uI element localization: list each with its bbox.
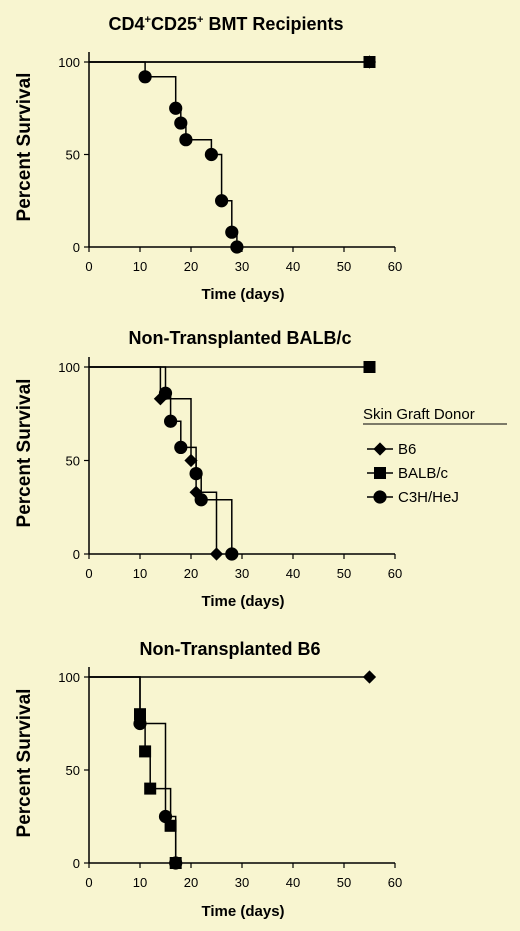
point-circle bbox=[174, 440, 188, 455]
legend-marker-circle bbox=[373, 490, 387, 504]
point-circle bbox=[169, 856, 183, 870]
series-line-circle bbox=[89, 676, 177, 863]
y-axis-label: Percent Survival bbox=[14, 73, 35, 222]
x-axis-label: Time (days) bbox=[201, 903, 284, 920]
x-tick-label: 20 bbox=[184, 875, 198, 890]
panel-title: CD4+CD25+ BMT Recipients bbox=[109, 14, 344, 34]
y-tick-label: 100 bbox=[58, 360, 80, 375]
point-diamond bbox=[209, 547, 224, 561]
survival-curves bbox=[89, 361, 376, 561]
point-square bbox=[144, 782, 157, 795]
y-tick-label: 100 bbox=[58, 670, 80, 685]
point-circle bbox=[133, 716, 147, 731]
point-square bbox=[363, 361, 376, 373]
point-square bbox=[139, 745, 152, 758]
x-tick-label: 60 bbox=[388, 875, 402, 890]
x-tick-label: 20 bbox=[184, 259, 198, 274]
y-tick-label: 100 bbox=[58, 55, 80, 70]
legend-label: BALB/c bbox=[398, 465, 449, 482]
x-tick-label: 10 bbox=[133, 259, 147, 274]
point-circle bbox=[158, 386, 173, 400]
y-tick-label: 50 bbox=[66, 763, 80, 778]
point-square bbox=[164, 819, 177, 832]
panel-non-transplanted-b6: Non-Transplanted B6 0 10 20 30 40 50 60050100 … bbox=[14, 639, 402, 920]
panel-non-transplanted-balbc: Non-Transplanted BALB/c 0 10 20 30 40 50 60 0 50… bbox=[14, 328, 507, 610]
legend-label: B6 bbox=[398, 441, 416, 458]
point-circle bbox=[204, 147, 218, 162]
point-circle bbox=[225, 225, 239, 239]
series-line-square bbox=[89, 676, 177, 863]
legend-label: C3H/HeJ bbox=[398, 489, 459, 506]
x-tick-label: 50 bbox=[337, 259, 351, 274]
point-circle bbox=[174, 116, 188, 130]
legend: Skin Graft Donor B6 BALB/c C3H/HeJ bbox=[363, 406, 507, 506]
x-tick-label: 60 bbox=[388, 259, 402, 274]
x-axis-label: Time (days) bbox=[201, 593, 284, 610]
x-tick-label: 20 bbox=[184, 566, 198, 581]
point-circle bbox=[225, 547, 239, 561]
x-tick-label: 0 bbox=[85, 566, 92, 581]
x-tick-label: 50 bbox=[337, 566, 351, 581]
y-axis-label: Percent Survival bbox=[14, 379, 35, 528]
point-circle bbox=[169, 101, 183, 115]
survival-curves bbox=[89, 55, 377, 254]
x-tick-label: 10 bbox=[133, 566, 147, 581]
point-circle bbox=[230, 240, 244, 254]
point-circle bbox=[189, 466, 203, 481]
y-tick-label: 0 bbox=[73, 856, 80, 871]
x-tick-label: 40 bbox=[286, 566, 300, 581]
point-circle bbox=[158, 809, 173, 824]
point-circle bbox=[179, 133, 193, 147]
x-tick-label: 30 bbox=[235, 566, 249, 581]
x-tick-label: 0 bbox=[85, 259, 92, 274]
point-circle bbox=[138, 70, 152, 84]
x-tick-label: 40 bbox=[286, 875, 300, 890]
axes: 0 10 20 30 40 50 60 0 50 100 bbox=[58, 52, 402, 274]
legend-title: Skin Graft Donor bbox=[363, 406, 475, 423]
axes: 0 10 20 30 40 50 60 0 50 100 bbox=[58, 357, 402, 581]
panel-cd4-cd25-bmt-recipients: CD4+CD25+ BMT Recipients 0 10 20 30 40 50 60 0 5… bbox=[14, 14, 402, 303]
point-square bbox=[363, 56, 376, 68]
point-diamond bbox=[362, 670, 377, 684]
point-diamond bbox=[153, 392, 167, 406]
y-tick-label: 50 bbox=[66, 454, 80, 469]
x-tick-label: 10 bbox=[133, 875, 147, 890]
panel-title: Non-Transplanted B6 bbox=[139, 639, 320, 659]
y-tick-label: 50 bbox=[66, 148, 80, 163]
y-axis-label: Percent Survival bbox=[14, 689, 35, 838]
point-diamond bbox=[184, 453, 198, 468]
survival-curves bbox=[89, 670, 377, 870]
x-tick-label: 50 bbox=[337, 875, 351, 890]
x-tick-label: 60 bbox=[388, 566, 402, 581]
y-tick-label: 0 bbox=[73, 547, 80, 562]
point-circle bbox=[164, 414, 178, 428]
y-tick-label: 0 bbox=[73, 240, 80, 255]
x-axis-label: Time (days) bbox=[201, 286, 284, 303]
x-tick-label: 0 bbox=[85, 875, 92, 890]
axes: 0 10 20 30 40 50 60 0 50 100 bbox=[58, 667, 402, 890]
point-circle bbox=[194, 493, 208, 507]
x-tick-label: 30 bbox=[235, 875, 249, 890]
point-diamond bbox=[189, 485, 203, 499]
x-tick-label: 30 bbox=[235, 259, 249, 274]
point-circle bbox=[215, 194, 229, 208]
legend-marker-square bbox=[374, 467, 386, 479]
x-tick-label: 40 bbox=[286, 259, 300, 274]
panel-title: Non-Transplanted BALB/c bbox=[128, 328, 351, 348]
legend-marker-diamond bbox=[373, 442, 387, 456]
